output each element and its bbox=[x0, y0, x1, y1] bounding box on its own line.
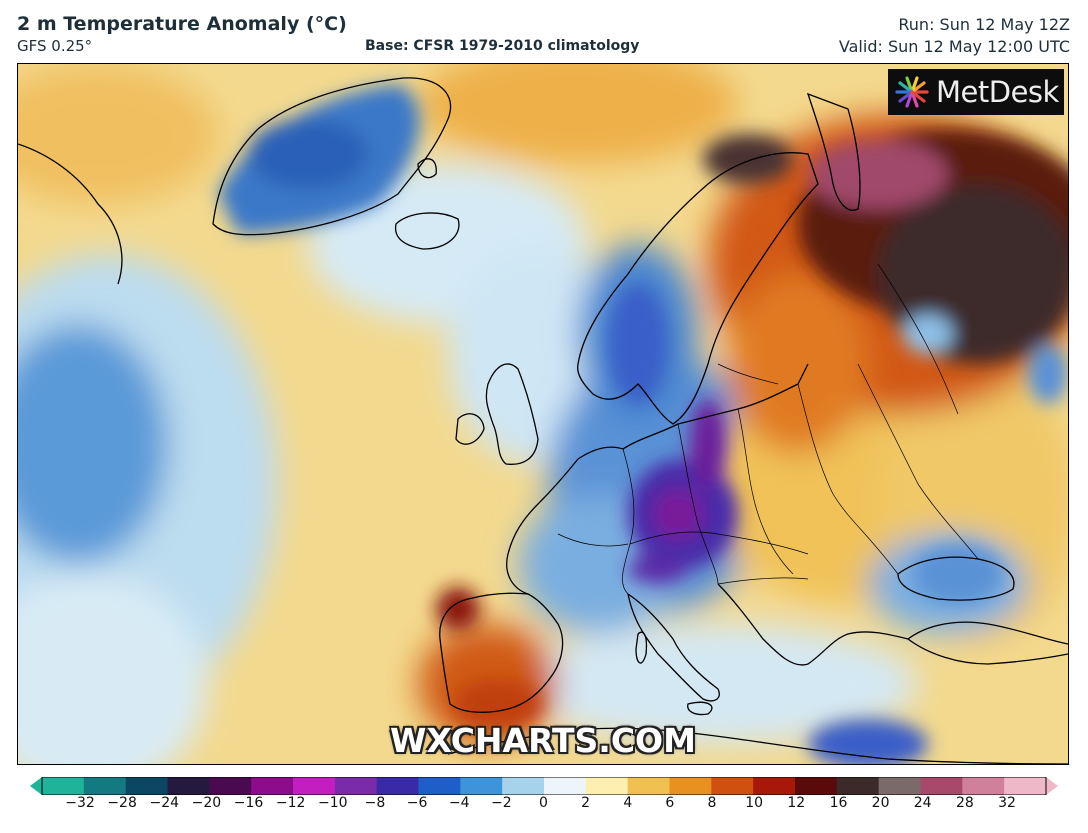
map-panel[interactable]: MetDesk WXCHARTS.COM bbox=[17, 63, 1069, 765]
colorbar-cell bbox=[125, 777, 169, 795]
colorbar-tick-label: −24 bbox=[149, 795, 180, 811]
colorbar-tick-label: −28 bbox=[107, 795, 137, 811]
wxcharts-watermark: WXCHARTS.COM bbox=[390, 721, 696, 760]
chart-title: 2 m Temperature Anomaly (°C) bbox=[17, 13, 347, 35]
colorbar-cell bbox=[878, 777, 922, 795]
colorbar-cell bbox=[334, 777, 378, 795]
colorbar-cell bbox=[251, 777, 294, 795]
colorbar-tick-label: 24 bbox=[913, 795, 932, 811]
colorbar-tick-label: −16 bbox=[233, 795, 264, 811]
colorbar-tick-label: −2 bbox=[491, 795, 512, 811]
temperature-anomaly-map bbox=[18, 64, 1068, 764]
colorbar-cell bbox=[376, 777, 420, 795]
colorbar-tick-label: 2 bbox=[581, 795, 591, 811]
colorbar-tick-label: 0 bbox=[539, 795, 548, 811]
colorbar-tick-label: −8 bbox=[364, 795, 386, 811]
metdesk-flower-icon bbox=[895, 76, 929, 108]
colorbar bbox=[30, 777, 1058, 795]
colorbar-cell bbox=[293, 777, 336, 795]
colorbar-cell bbox=[669, 777, 712, 795]
colorbar-tick-label: 12 bbox=[787, 795, 806, 811]
colorbar-tick-label: −10 bbox=[318, 795, 348, 811]
colorbar-cells bbox=[42, 777, 1047, 795]
colorbar-tick-label: 10 bbox=[745, 795, 764, 811]
colorbar-cell bbox=[544, 777, 587, 795]
colorbar-tick-label: 28 bbox=[955, 795, 974, 811]
colorbar-cell bbox=[795, 777, 838, 795]
colorbar-tick-label: 8 bbox=[707, 795, 717, 811]
colorbar-cell bbox=[42, 777, 85, 795]
colorbar-cell bbox=[962, 777, 1005, 795]
colorbar-tick-label: 32 bbox=[998, 795, 1016, 811]
colorbar-cell bbox=[502, 777, 545, 795]
colorbar-tick-label: −32 bbox=[65, 795, 95, 811]
colorbar-tick-label: −20 bbox=[191, 795, 222, 811]
coastlines bbox=[18, 77, 1068, 764]
colorbar-cell bbox=[585, 777, 629, 795]
colorbar-cell bbox=[460, 777, 503, 795]
colorbar-cell bbox=[83, 777, 127, 795]
colorbar-max-extend bbox=[1046, 777, 1058, 795]
anomaly-field-detail bbox=[218, 84, 1068, 764]
climatology-base-label: Base: CFSR 1979-2010 climatology bbox=[365, 38, 640, 54]
metdesk-logo-text: MetDesk bbox=[936, 75, 1059, 109]
colorbar-tick-label: −4 bbox=[448, 795, 470, 811]
colorbar-cell bbox=[836, 777, 880, 795]
model-label: GFS 0.25° bbox=[17, 37, 93, 55]
colorbar-cell bbox=[920, 777, 963, 795]
country-borders bbox=[557, 263, 979, 595]
colorbar-min-extend bbox=[30, 777, 42, 795]
colorbar-cell bbox=[167, 777, 210, 795]
valid-time-label: Valid: Sun 12 May 12:00 UTC bbox=[838, 37, 1070, 56]
colorbar-cell bbox=[753, 777, 796, 795]
colorbar-tick-labels: −32 −28 −24 −20 −16 −12 −10 −8 −6 −4 −2 0 2 4 6 8 10 12 16… bbox=[0, 795, 1088, 819]
colorbar-tick-label: −6 bbox=[406, 795, 428, 811]
colorbar-tick-label: 16 bbox=[829, 795, 848, 811]
colorbar-tick-label: 20 bbox=[871, 795, 890, 811]
colorbar-cell bbox=[209, 777, 252, 795]
colorbar-tick-label: 4 bbox=[623, 795, 633, 811]
metdesk-logo: MetDesk bbox=[888, 69, 1064, 115]
colorbar-tick-label: −12 bbox=[275, 795, 306, 811]
run-time-label: Run: Sun 12 May 12Z bbox=[898, 15, 1070, 34]
colorbar-tick-label: 6 bbox=[665, 795, 675, 811]
colorbar-cell bbox=[418, 777, 461, 795]
colorbar-cell bbox=[711, 777, 754, 795]
colorbar-cell bbox=[1004, 777, 1047, 795]
colorbar-cell bbox=[627, 777, 671, 795]
